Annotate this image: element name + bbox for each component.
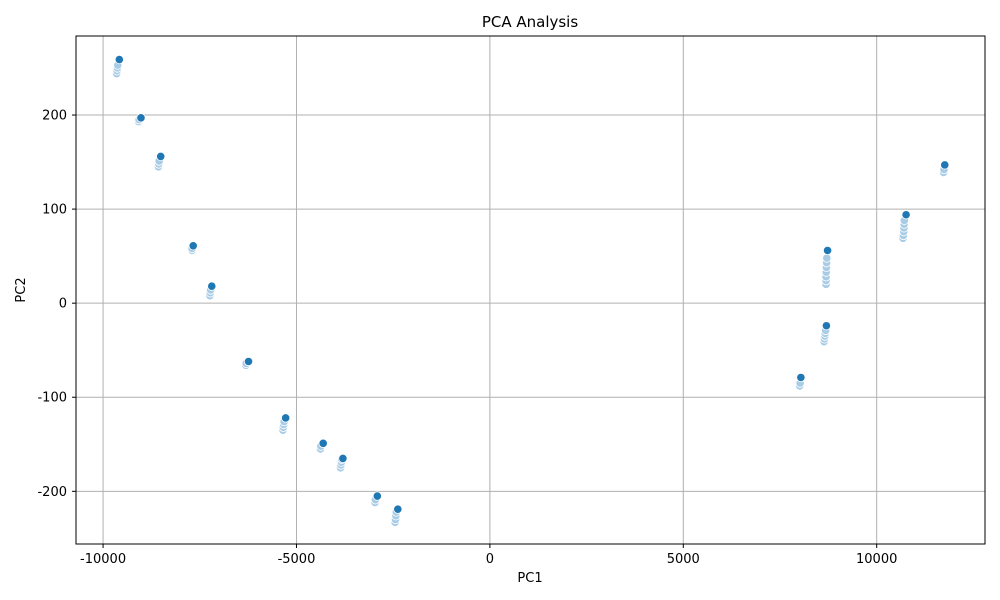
scatter-point-dark: [901, 210, 911, 220]
scatter-point-dark: [796, 372, 806, 383]
y-tick-label: -200: [37, 485, 67, 500]
y-axis-title: PC2: [14, 277, 29, 302]
x-tick-label: 10000: [856, 552, 897, 567]
scatter-point-dark: [338, 453, 348, 463]
grid-lines: [76, 36, 985, 544]
scatter-point-dark: [318, 438, 328, 448]
scatter-point-light: [822, 253, 832, 263]
scatter-point-dark: [243, 356, 254, 367]
plot-area: [76, 36, 985, 544]
scatter-point-dark: [372, 491, 382, 501]
x-axis-ticks: -10000 -5000 0 5000 10000: [80, 544, 897, 567]
plot-frame: [75, 35, 986, 545]
y-tick-label: -100: [37, 391, 67, 406]
y-tick-label: 200: [42, 109, 67, 124]
scatter-point-dark: [188, 241, 198, 251]
scatter-point-dark: [114, 54, 124, 65]
x-tick-label: 0: [486, 552, 494, 567]
scatter-point-dark: [136, 113, 146, 123]
x-tick-label: 5000: [667, 552, 700, 567]
y-tick-label: 100: [42, 203, 67, 218]
scatter-point-dark: [281, 413, 291, 423]
data-points: [112, 54, 950, 527]
x-tick-label: -5000: [278, 552, 316, 567]
scatter-point-dark: [821, 321, 832, 331]
x-axis-title: PC1: [517, 571, 542, 586]
scatter-point-dark: [393, 504, 403, 514]
scatter-point-dark: [156, 151, 166, 162]
y-axis-ticks: -200 -100 0 100 200: [37, 109, 76, 500]
scatter-point-dark: [940, 160, 950, 170]
y-tick-label: 0: [59, 297, 67, 312]
scatter-point-dark: [822, 245, 833, 256]
scatter-point-dark: [207, 281, 217, 291]
x-tick-label: -10000: [80, 552, 126, 567]
chart-title: PCA Analysis: [482, 13, 579, 31]
